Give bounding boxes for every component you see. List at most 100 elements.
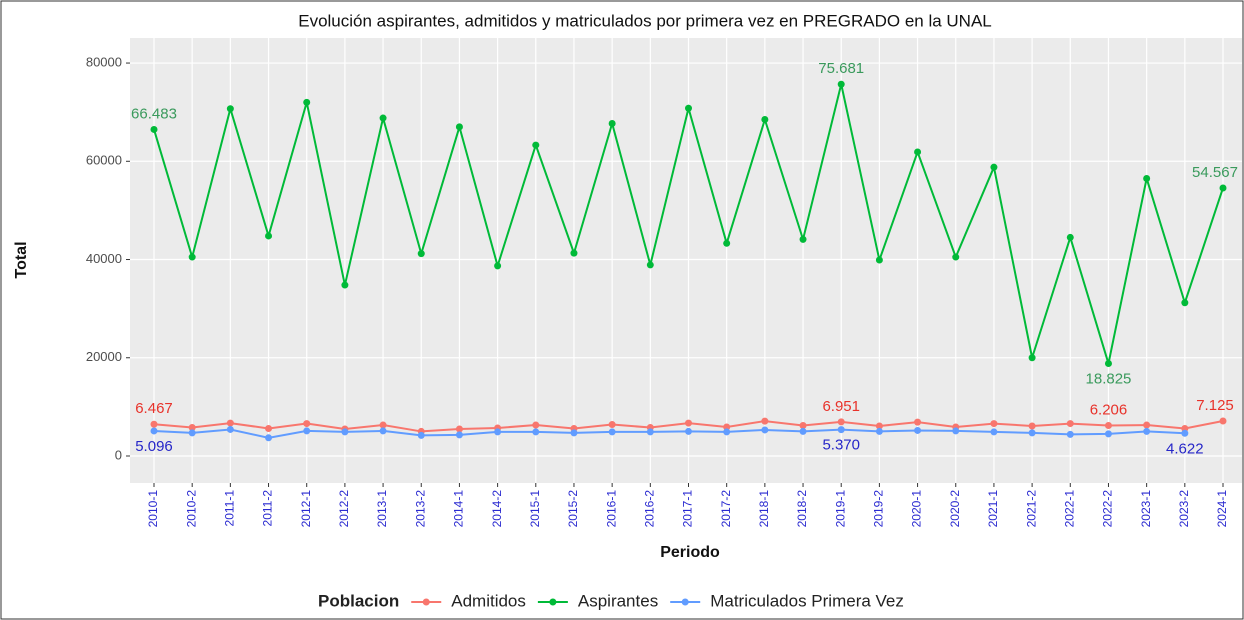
data-label: 66.483: [131, 105, 177, 122]
x-tick-label: 2023-1: [1139, 490, 1153, 528]
data-point: [799, 427, 807, 435]
legend-label: Matriculados Primera Vez: [710, 591, 904, 610]
data-label: 6.467: [135, 400, 173, 417]
data-point: [723, 428, 731, 436]
data-point: [188, 423, 196, 431]
x-axis-label: Periodo: [660, 544, 720, 561]
y-tick-label: 0: [115, 447, 122, 462]
x-tick-label: 2015-1: [528, 490, 542, 528]
data-point: [761, 417, 769, 425]
x-tick-label: 2016-1: [604, 490, 618, 528]
legend-key-point: [422, 598, 430, 606]
x-tick-label: 2020-1: [910, 490, 924, 528]
data-point: [723, 239, 731, 247]
data-point: [685, 427, 692, 435]
plot-panel: [130, 38, 1242, 483]
data-point: [417, 431, 425, 439]
data-point: [952, 253, 960, 261]
data-point: [1143, 427, 1151, 435]
data-point: [303, 98, 311, 106]
data-point: [265, 424, 273, 432]
x-tick-label: 2015-2: [566, 490, 580, 528]
data-point: [226, 425, 234, 433]
data-point: [1028, 429, 1036, 437]
data-point: [990, 420, 998, 428]
data-point: [455, 431, 463, 439]
x-tick-label: 2010-2: [184, 490, 198, 528]
data-point: [685, 104, 692, 112]
y-tick-label: 40000: [86, 251, 122, 266]
data-point: [1219, 184, 1227, 192]
legend-key-point: [549, 598, 557, 606]
data-point: [1181, 424, 1189, 432]
data-point: [1104, 422, 1112, 430]
legend-title: Poblacion: [318, 591, 399, 610]
data-point: [494, 428, 502, 436]
x-tick-label: 2022-2: [1101, 490, 1115, 528]
data-label: 5.370: [822, 437, 860, 454]
x-tick-label: 2020-2: [948, 490, 962, 528]
data-point: [532, 141, 540, 149]
data-point: [303, 427, 311, 435]
data-point: [990, 163, 998, 171]
x-tick-label: 2011-2: [261, 490, 275, 527]
data-point: [341, 428, 349, 436]
data-point: [150, 420, 158, 428]
data-point: [265, 434, 273, 442]
data-point: [914, 148, 922, 156]
data-point: [875, 427, 883, 435]
data-point: [914, 418, 922, 426]
data-point: [1028, 422, 1036, 430]
data-point: [1066, 233, 1074, 241]
legend-label: Admitidos: [451, 591, 526, 610]
x-tick-label: 2022-1: [1062, 490, 1076, 528]
chart-title: Evolución aspirantes, admitidos y matric…: [298, 11, 992, 30]
data-point: [608, 119, 616, 127]
x-tick-label: 2019-2: [872, 490, 886, 528]
data-point: [455, 425, 463, 433]
y-tick-label: 20000: [86, 349, 122, 364]
x-tick-label: 2014-2: [490, 490, 504, 528]
data-point: [1181, 299, 1189, 307]
data-point: [990, 428, 998, 436]
data-point: [226, 419, 234, 427]
x-tick-label: 2011-1: [223, 490, 237, 527]
y-tick-label: 80000: [86, 54, 122, 69]
data-point: [723, 423, 731, 431]
data-point: [188, 253, 196, 261]
x-tick-label: 2013-1: [375, 490, 389, 528]
data-point: [761, 116, 769, 124]
data-point: [570, 249, 578, 257]
data-point: [341, 281, 349, 289]
data-point: [303, 420, 311, 428]
x-tick-label: 2014-1: [452, 490, 466, 528]
data-point: [1066, 430, 1074, 438]
x-tick-label: 2013-2: [413, 490, 427, 528]
data-point: [608, 421, 616, 429]
data-point: [799, 235, 807, 243]
data-point: [685, 419, 692, 427]
data-point: [952, 427, 960, 435]
x-tick-label: 2012-1: [299, 490, 313, 528]
x-tick-label: 2018-1: [757, 490, 771, 528]
data-point: [570, 429, 578, 437]
data-point: [875, 422, 883, 430]
x-tick-label: 2021-1: [986, 490, 1000, 528]
data-point: [646, 261, 654, 269]
data-point: [799, 422, 807, 430]
data-point: [1066, 420, 1074, 428]
data-label: 6.951: [822, 398, 860, 415]
data-point: [1028, 354, 1036, 362]
data-point: [875, 256, 883, 264]
x-tick-label: 2012-2: [337, 490, 351, 528]
data-point: [532, 421, 540, 429]
data-point: [379, 114, 387, 122]
legend-key-point: [681, 598, 689, 606]
data-point: [455, 123, 463, 131]
data-point: [150, 125, 158, 133]
x-tick-label: 2016-2: [642, 490, 656, 528]
data-point: [1219, 417, 1227, 425]
data-label: 6.206: [1090, 401, 1128, 418]
x-tick-label: 2024-1: [1215, 490, 1229, 528]
data-point: [1104, 430, 1112, 438]
